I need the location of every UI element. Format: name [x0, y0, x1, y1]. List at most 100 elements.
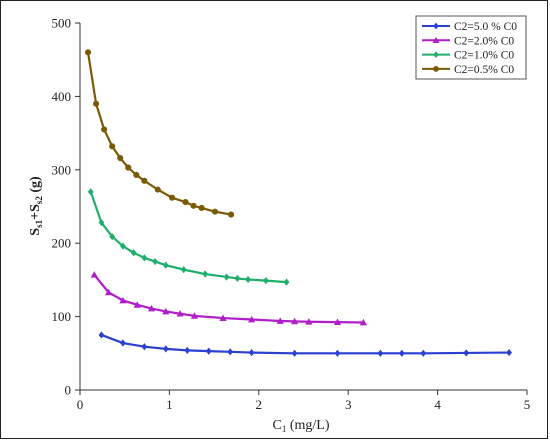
data-point — [463, 349, 470, 357]
legend-swatch-marker — [433, 22, 439, 30]
x-axis-title: C1 (mg/L) — [273, 418, 330, 434]
series-1 — [90, 271, 367, 326]
data-point — [87, 188, 94, 196]
y-tick-label: 0 — [65, 383, 72, 398]
data-point — [228, 211, 235, 218]
data-point — [291, 349, 298, 357]
data-point — [248, 315, 256, 323]
data-point — [283, 278, 290, 286]
data-point — [190, 312, 199, 319]
y-axis-title-unit: (g) — [28, 176, 43, 196]
data-point — [190, 202, 197, 209]
data-point — [223, 273, 230, 281]
axes: 0 1 2 3 4 5 0 100 200 300 400 500 — [52, 16, 531, 413]
y-axis-title: Ss1+Ss2 (g) — [28, 176, 44, 236]
data-point — [245, 275, 251, 284]
y-axis-title-plus: +S — [28, 204, 43, 220]
x-axis-title-unit: (mg/L) — [286, 418, 329, 433]
data-point — [377, 349, 384, 357]
data-point — [234, 274, 241, 283]
x-tick-label: 5 — [524, 397, 531, 412]
data-point — [120, 339, 126, 347]
y-tick-label: 500 — [52, 16, 72, 31]
data-point — [101, 126, 108, 133]
data-point — [154, 186, 161, 193]
data-point — [152, 257, 158, 266]
series-0 — [98, 331, 512, 357]
data-point — [133, 301, 141, 308]
data-point — [198, 204, 205, 212]
series-2 — [87, 188, 290, 286]
data-point — [120, 242, 126, 250]
data-point — [141, 254, 148, 262]
x-tick-label: 0 — [77, 397, 84, 412]
legend-item: C2=5.0 % C0 — [422, 21, 517, 33]
series-line — [93, 274, 364, 324]
x-tick-label: 2 — [256, 397, 263, 412]
data-point — [105, 288, 113, 296]
legend-label: C2=1.0% C0 — [454, 50, 514, 62]
data-point — [93, 100, 100, 107]
data-point — [359, 318, 367, 326]
data-point — [162, 345, 169, 353]
data-point — [169, 194, 176, 201]
data-point — [90, 271, 98, 278]
legend-label: C2=5.0 % C0 — [454, 21, 517, 33]
data-point — [263, 277, 269, 285]
legend-label: C2=2.0% C0 — [454, 35, 514, 47]
y-tick-label: 200 — [52, 236, 72, 251]
data-point — [334, 349, 341, 357]
legend-swatch-marker — [432, 36, 440, 44]
data-point — [211, 208, 219, 215]
x-tick-label: 1 — [166, 397, 173, 412]
data-point — [162, 307, 170, 315]
data-point — [180, 266, 187, 274]
data-point — [84, 49, 92, 56]
x-tick-label: 3 — [345, 397, 352, 412]
x-axis-title-sub: 1 — [282, 424, 287, 434]
data-point — [176, 310, 184, 317]
series-3 — [84, 49, 235, 218]
legend-item: C2=2.0% C0 — [422, 35, 514, 47]
data-point — [98, 219, 105, 227]
series-line — [101, 333, 510, 355]
x-axis-title-main: C — [273, 418, 282, 433]
x-tick-label: 4 — [434, 397, 441, 412]
y-axis-title-main: S — [28, 228, 43, 236]
y-axis-title-sub2: s2 — [34, 196, 44, 205]
y-axis-title-sub1: s1 — [34, 219, 44, 228]
data-point — [205, 347, 212, 355]
legend-swatch-marker — [433, 51, 439, 58]
legend: C2=5.0 % C0 C2=2.0% C0 C2=1.0% C0 C2=0.5% C… — [415, 15, 527, 80]
data-point — [227, 348, 234, 356]
plot-area — [84, 49, 512, 357]
data-point — [141, 343, 148, 351]
data-point — [162, 261, 169, 269]
legend-item: C2=1.0% C0 — [422, 50, 514, 62]
data-point — [506, 348, 512, 357]
data-point — [119, 296, 127, 304]
series-line — [89, 191, 287, 284]
data-point — [248, 348, 255, 357]
data-point — [147, 304, 156, 312]
data-point — [130, 249, 137, 257]
data-point — [109, 143, 116, 150]
legend-item: C2=0.5% C0 — [422, 64, 514, 76]
data-point — [182, 199, 189, 206]
data-point — [219, 314, 227, 321]
data-point — [420, 349, 427, 357]
data-point — [398, 349, 405, 357]
data-point — [125, 164, 132, 171]
data-point — [98, 331, 105, 339]
y-tick-label: 300 — [52, 162, 72, 177]
data-point — [305, 318, 313, 325]
data-point — [276, 317, 284, 324]
data-point — [202, 270, 209, 278]
data-point — [133, 171, 140, 178]
legend-swatch-marker — [433, 66, 439, 72]
data-point — [184, 346, 191, 354]
data-point — [290, 317, 299, 325]
legend-label: C2=0.5% C0 — [454, 64, 514, 76]
